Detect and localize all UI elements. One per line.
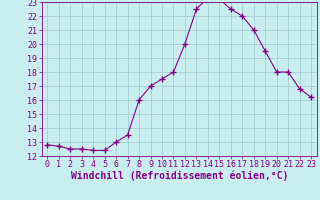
X-axis label: Windchill (Refroidissement éolien,°C): Windchill (Refroidissement éolien,°C) xyxy=(70,171,288,181)
